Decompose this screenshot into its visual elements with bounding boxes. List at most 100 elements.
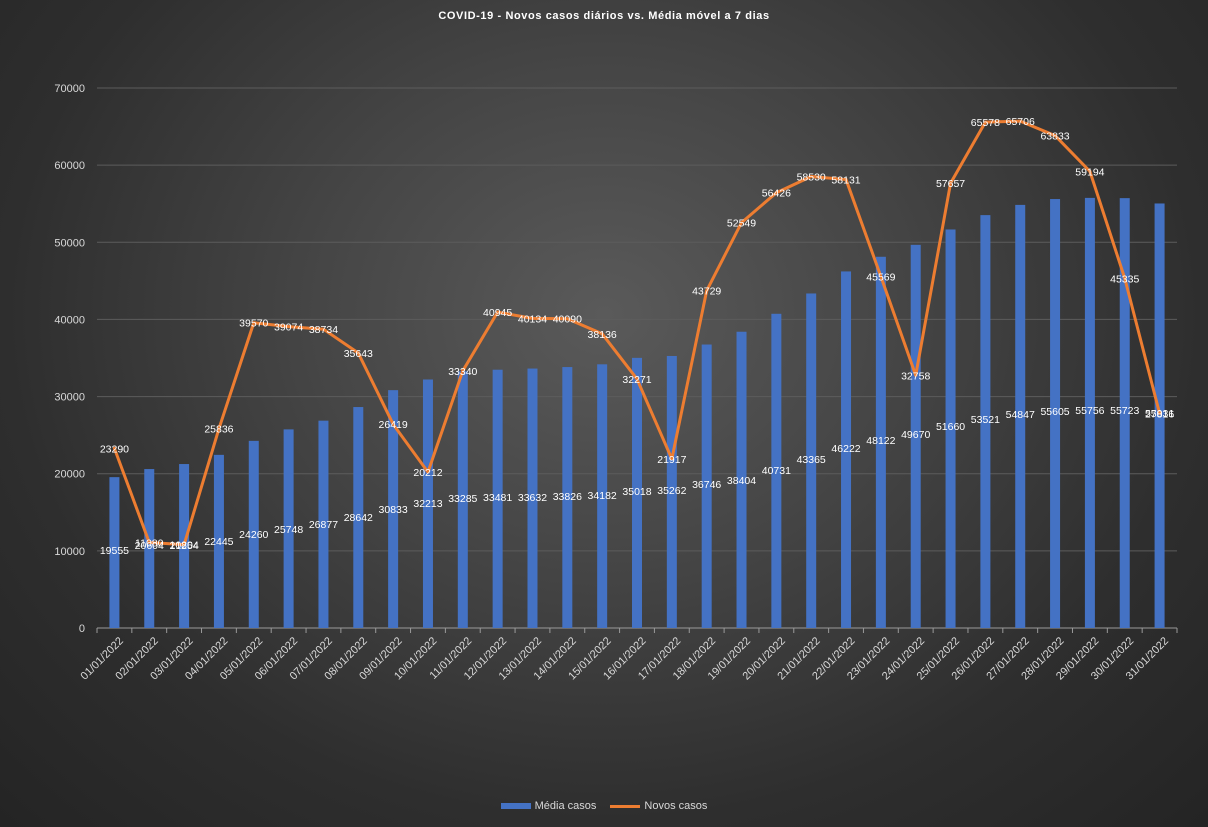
line-data-label: 40945 bbox=[483, 307, 512, 319]
point-novos-casos bbox=[112, 446, 116, 450]
bar-media-casos bbox=[1119, 198, 1130, 629]
line-data-label: 27816 bbox=[1145, 408, 1174, 420]
line-data-label: 52549 bbox=[727, 218, 756, 230]
point-novos-casos bbox=[914, 373, 918, 377]
line-data-label: 43729 bbox=[692, 286, 721, 298]
point-novos-casos bbox=[670, 457, 674, 461]
bar-media-casos bbox=[457, 371, 468, 628]
bar-media-casos bbox=[562, 367, 573, 628]
chart-legend: Média casos Novos casos bbox=[0, 800, 1208, 812]
bar-data-label: 33481 bbox=[483, 492, 512, 504]
bar-media-casos bbox=[492, 369, 503, 628]
line-data-label: 65578 bbox=[971, 117, 1000, 129]
line-data-label: 56426 bbox=[762, 188, 791, 200]
bar-media-casos bbox=[736, 331, 747, 628]
line-data-label: 35643 bbox=[344, 348, 373, 360]
bar-data-label: 51660 bbox=[936, 421, 965, 433]
bar-data-label: 55031 bbox=[1145, 408, 1174, 420]
bar-media-casos bbox=[666, 355, 677, 628]
bar-data-label: 22445 bbox=[204, 536, 233, 548]
line-data-label: 23290 bbox=[100, 443, 129, 455]
bar-data-label: 55723 bbox=[1110, 405, 1139, 417]
line-data-label: 58530 bbox=[797, 171, 826, 183]
point-novos-casos bbox=[287, 325, 291, 329]
bar-data-label: 28642 bbox=[344, 512, 373, 524]
bar-data-label: 40731 bbox=[762, 465, 791, 477]
line-data-label: 38734 bbox=[309, 324, 338, 336]
bar-media-casos bbox=[283, 429, 294, 628]
bar-media-casos bbox=[632, 357, 642, 628]
bar-data-label: 33632 bbox=[518, 492, 547, 504]
legend-swatch-bar bbox=[500, 803, 531, 809]
bar-data-label: 30833 bbox=[379, 504, 408, 516]
line-data-label: 57657 bbox=[936, 178, 965, 190]
line-data-label: 59194 bbox=[1075, 166, 1104, 178]
point-novos-casos bbox=[356, 351, 360, 355]
line-data-label: 10804 bbox=[169, 540, 198, 552]
bar-data-label: 55756 bbox=[1075, 405, 1104, 417]
line-data-label: 32758 bbox=[901, 370, 930, 382]
bar-media-casos bbox=[806, 293, 817, 628]
bar-media-casos bbox=[910, 244, 921, 628]
bar-media-casos bbox=[875, 256, 886, 628]
line-data-label: 58131 bbox=[831, 175, 860, 187]
line-data-label: 40134 bbox=[518, 313, 547, 325]
bar-data-label: 46222 bbox=[831, 443, 860, 455]
y-tick-label: 30000 bbox=[54, 392, 85, 404]
legend-item-media[interactable]: Média casos bbox=[500, 800, 596, 812]
point-novos-casos bbox=[391, 422, 395, 426]
bar-media-casos bbox=[841, 271, 852, 628]
y-tick-label: 40000 bbox=[54, 314, 85, 326]
point-novos-casos bbox=[426, 470, 430, 474]
line-data-label: 25836 bbox=[204, 424, 233, 436]
bar-media-casos bbox=[527, 368, 538, 628]
bar-media-casos bbox=[422, 379, 433, 628]
bar-data-label: 19555 bbox=[100, 545, 129, 557]
point-novos-casos bbox=[182, 543, 186, 547]
point-novos-casos bbox=[147, 541, 151, 545]
line-data-label: 63833 bbox=[1040, 131, 1069, 143]
bar-data-label: 24260 bbox=[239, 529, 268, 541]
point-novos-casos bbox=[252, 321, 256, 325]
bar-data-label: 33826 bbox=[553, 491, 582, 503]
legend-label-novos: Novos casos bbox=[644, 800, 708, 812]
line-data-label: 11080 bbox=[135, 538, 164, 550]
line-data-label: 20212 bbox=[413, 467, 442, 479]
line-data-label: 45569 bbox=[866, 271, 895, 283]
bar-media-casos bbox=[353, 407, 364, 628]
line-data-label: 38136 bbox=[588, 329, 617, 341]
bar-data-label: 32213 bbox=[413, 498, 442, 510]
y-tick-label: 60000 bbox=[54, 160, 85, 172]
y-tick-label: 20000 bbox=[54, 469, 85, 481]
bar-media-casos bbox=[771, 313, 782, 628]
bar-media-casos bbox=[1154, 203, 1165, 628]
point-novos-casos bbox=[461, 369, 465, 373]
bar-media-casos bbox=[1084, 197, 1095, 629]
bar-data-label: 33285 bbox=[448, 493, 477, 505]
bar-data-label: 25748 bbox=[274, 524, 303, 536]
line-data-label: 40090 bbox=[553, 314, 582, 326]
bar-data-label: 20604 bbox=[135, 540, 164, 552]
bar-data-label: 35262 bbox=[657, 485, 686, 497]
point-novos-casos bbox=[321, 327, 325, 331]
bar-media-casos bbox=[597, 364, 608, 628]
bar-data-label: 53521 bbox=[971, 414, 1000, 426]
bar-media-casos bbox=[945, 229, 956, 629]
bar-data-label: 43365 bbox=[797, 454, 826, 466]
point-novos-casos bbox=[949, 181, 953, 185]
point-novos-casos bbox=[496, 310, 500, 314]
chart-title: COVID-19 - Novos casos diários vs. Média… bbox=[438, 10, 770, 22]
bar-data-label: 48122 bbox=[866, 435, 895, 447]
y-tick-label: 0 bbox=[79, 623, 85, 635]
bar-data-label: 36746 bbox=[692, 479, 721, 491]
legend-item-novos[interactable]: Novos casos bbox=[610, 800, 707, 812]
point-novos-casos bbox=[530, 316, 534, 320]
point-novos-casos bbox=[740, 221, 744, 225]
point-novos-casos bbox=[879, 274, 883, 278]
bar-data-label: 54847 bbox=[1006, 409, 1035, 421]
bar-data-label: 21254 bbox=[169, 540, 198, 552]
bar-data-label: 49670 bbox=[901, 429, 930, 441]
point-novos-casos bbox=[635, 377, 639, 381]
line-data-label: 32271 bbox=[622, 374, 651, 386]
